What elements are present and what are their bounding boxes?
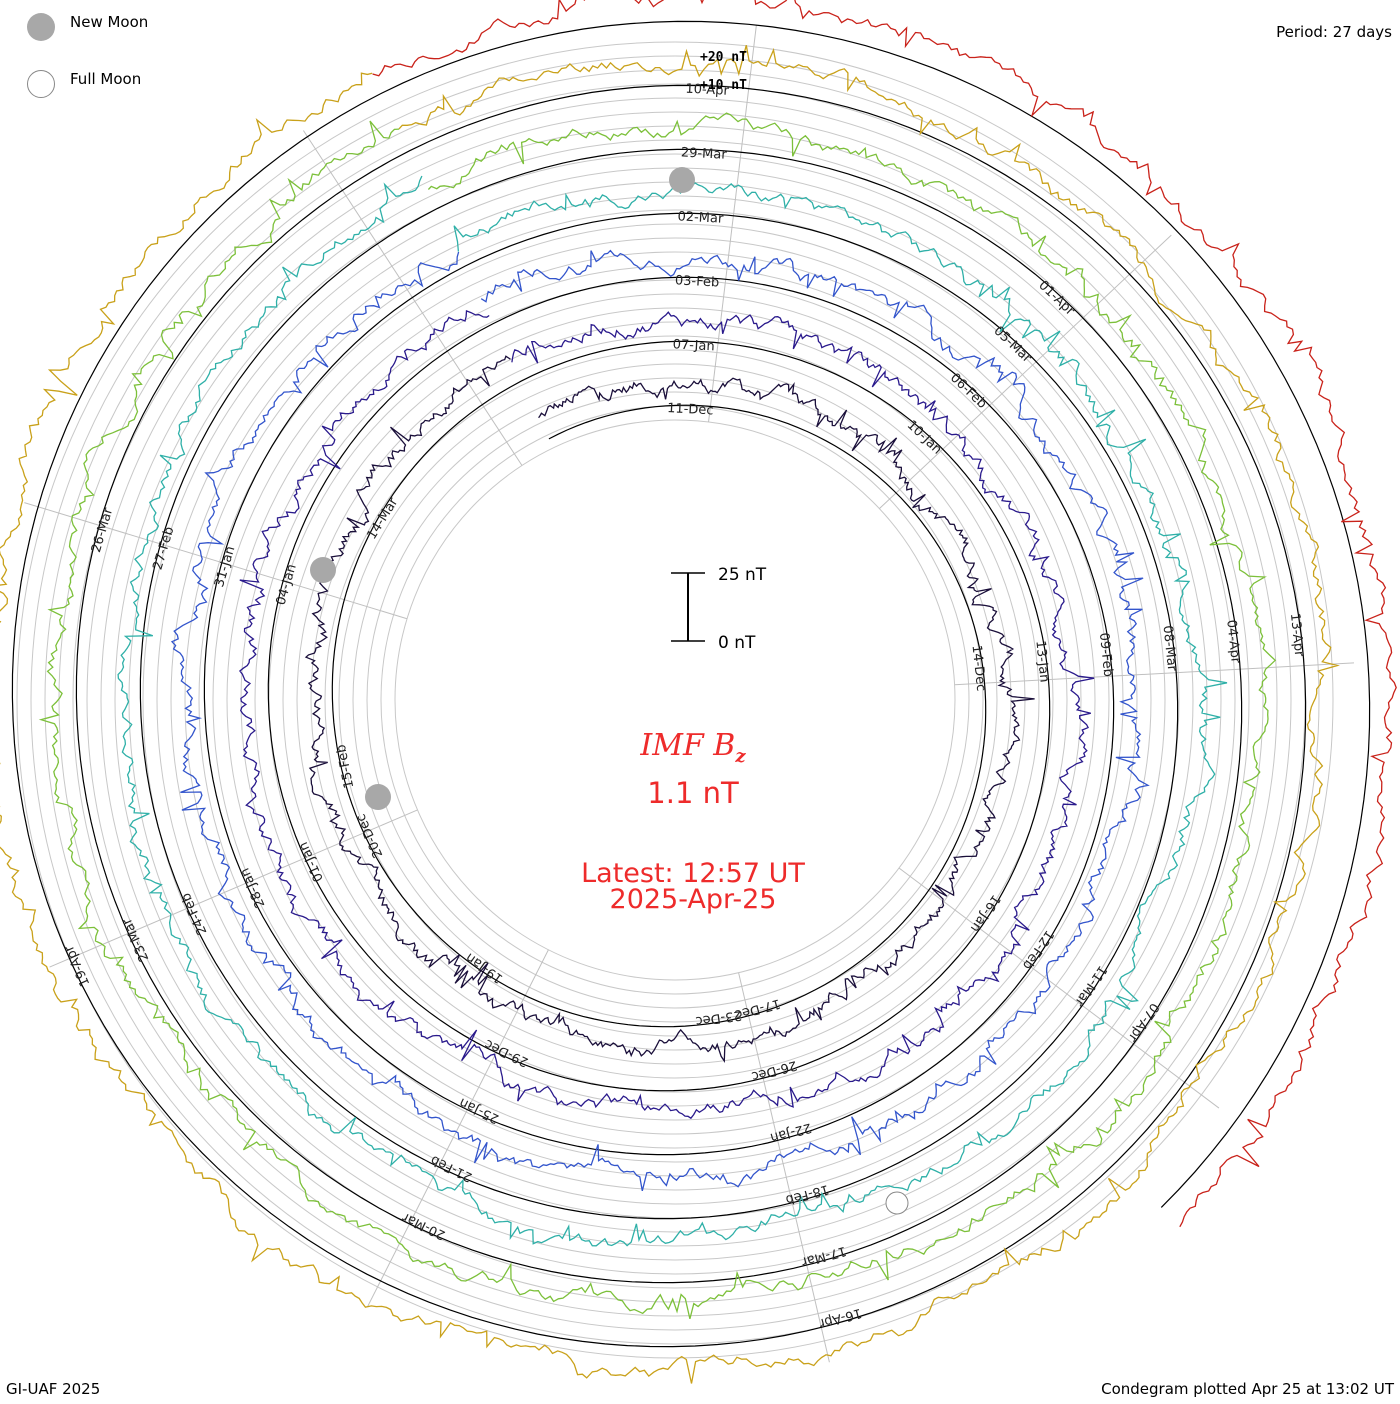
scale-label-20: +20 nT [700,50,747,65]
date-tick-label: 20-Mar [400,1209,448,1243]
grid-ring [114,139,1236,1261]
grid-ring [212,237,1138,1163]
latest-time: Latest: 12:57 UT [581,858,805,889]
new-moon-marker [310,557,336,583]
grid-spoke [367,949,549,1307]
grid-ring [226,251,1124,1149]
chart-title: IMF Bz [0,728,1386,767]
date-tick-label: 16-Apr [817,1305,863,1331]
title-subscript: z [735,746,746,767]
date-tick-label: 08-Mar [1159,625,1179,673]
current-value: 1.1 nT [647,776,739,810]
new-moon-label: New Moon [70,13,149,31]
date-tick-label: 04-Apr [1223,619,1243,664]
date-tick-label: 27-Feb [150,525,177,572]
date-tick-label: 10-Apr [685,82,730,99]
grid-ring [142,167,1208,1233]
date-tick-label: 02-Mar [677,209,724,226]
series-trace-5 [0,45,1340,1384]
date-tick-label: 03-Feb [675,273,720,290]
date-tick-label: 10-Jan [904,418,945,458]
grid-ring [296,321,1054,1079]
grid-ring [44,69,1306,1331]
grid-spoke [879,234,1172,509]
grid-ring [366,391,984,1009]
scale-label-10: +10 nT [700,78,747,93]
full-moon-marker [885,1191,909,1215]
new-moon-marker [365,784,391,810]
date-tick-label: 25-Jan [457,1094,501,1126]
date-tick-label: 06-Feb [947,371,989,412]
series-trace-1 [238,309,1095,1120]
grid-spoke [954,662,1355,686]
date-tick-label: 09-Feb [1096,632,1116,678]
date-tick-label: 11-Dec [667,401,714,418]
date-tick-label: 13-Jan [1032,640,1051,683]
grid-ring [16,41,1334,1359]
series-trace-2 [170,249,1150,1192]
period-label: Period: 27 days [1276,23,1392,41]
date-tick-label: 07-Jan [672,337,715,354]
grid-ring [128,153,1222,1247]
grid-spoke [898,867,1220,1109]
grid-spoke [24,502,408,620]
grid-ring [184,209,1166,1191]
date-tick-label: 17-Mar [799,1243,848,1270]
date-tick-label: 14-Dec [969,644,989,692]
grid-ring [198,223,1152,1177]
credit-label: GI-UAF 2025 [6,1380,101,1398]
new-moon-marker [669,167,695,193]
title-main: IMF B [640,728,736,763]
full-moon-icon [27,70,55,98]
grid-spoke [738,972,830,1363]
latest-date: 2025-Apr-25 [609,884,777,915]
grid-ring [170,195,1180,1205]
grid-ring [58,83,1292,1317]
grid-spoke [49,809,418,968]
date-tick-label: 13-Apr [1287,612,1307,657]
grid-ring [310,335,1040,1065]
scale-bar-top-label: 25 nT [718,565,767,585]
date-tick-label: 29-Dec [482,1036,530,1070]
series-trace-6 [372,0,1397,1228]
grid-ring [338,363,1012,1037]
date-tick-label: 29-Mar [681,145,728,162]
series-trace-3 [117,175,1228,1247]
date-tick-label: 22-Jan [769,1119,813,1144]
grid-ring [72,97,1278,1303]
grid-ring [352,377,998,1023]
grid-ring [254,279,1096,1121]
grid-ring [86,111,1264,1289]
scale-bar-bottom-label: 0 nT [718,633,756,653]
date-tick-label: 12-Feb [1019,927,1056,972]
date-tick-label: 20-Dec [354,811,387,859]
date-tick-label: 05-Mar [990,324,1034,367]
plotted-timestamp: Condegram plotted Apr 25 at 13:02 UT [1101,1380,1394,1398]
grid-ring [30,55,1320,1345]
date-tick-label: 18-Feb [784,1181,831,1207]
grid-spoke [708,24,757,423]
new-moon-icon [27,13,55,41]
grid-ring [394,419,956,981]
grid-ring [282,307,1068,1093]
date-tick-label: 11-Mar [1071,963,1110,1010]
series-trace-0 [304,355,1035,1064]
full-moon-label: Full Moon [70,70,142,88]
date-tick-label: 23-Dec [695,1007,743,1028]
series-trace-4 [38,112,1277,1320]
grid-ring [324,349,1026,1051]
spiral-baseline [11,20,1371,1348]
grid-ring [100,125,1250,1275]
date-tick-label: 23-Mar [120,915,153,964]
